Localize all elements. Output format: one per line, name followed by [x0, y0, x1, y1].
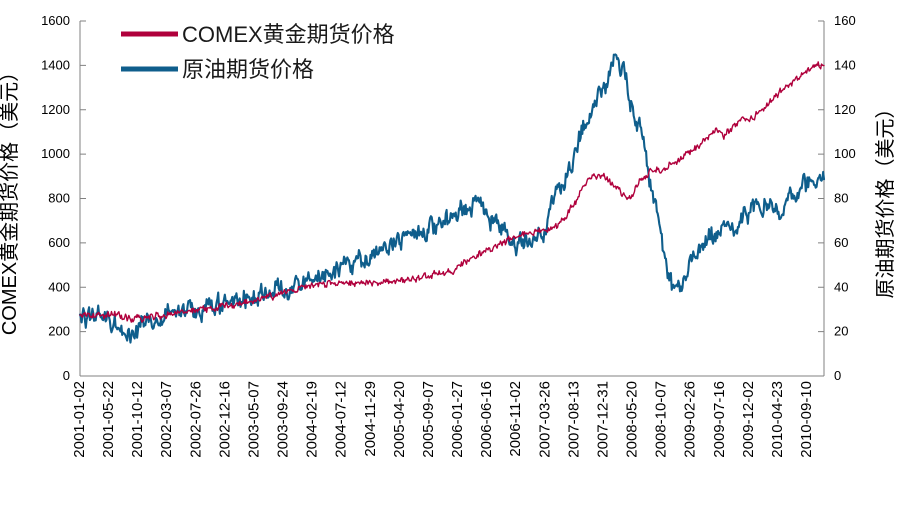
- svg-text:20: 20: [834, 324, 848, 339]
- svg-text:600: 600: [48, 235, 70, 250]
- svg-text:2001-10-12: 2001-10-12: [129, 381, 146, 458]
- svg-text:40: 40: [834, 279, 848, 294]
- svg-text:2010-09-10: 2010-09-10: [798, 381, 815, 458]
- svg-text:1400: 1400: [41, 57, 70, 72]
- svg-text:0: 0: [834, 368, 841, 383]
- svg-text:80: 80: [834, 191, 848, 206]
- svg-text:COMEX黄金期货价格（美元）: COMEX黄金期货价格（美元）: [0, 62, 21, 335]
- svg-text:原油期货价格（美元）: 原油期货价格（美元）: [874, 99, 897, 299]
- svg-text:2007-12-31: 2007-12-31: [594, 381, 611, 458]
- svg-text:0: 0: [63, 368, 70, 383]
- svg-text:1600: 1600: [41, 13, 70, 28]
- svg-text:100: 100: [834, 146, 856, 161]
- svg-text:2002-07-26: 2002-07-26: [187, 381, 204, 458]
- svg-text:2001-05-22: 2001-05-22: [100, 381, 117, 458]
- svg-text:2004-02-19: 2004-02-19: [304, 381, 321, 458]
- svg-text:2008-05-20: 2008-05-20: [624, 381, 641, 458]
- svg-text:2007-03-26: 2007-03-26: [536, 381, 553, 458]
- svg-text:2008-10-07: 2008-10-07: [653, 381, 670, 458]
- svg-text:1000: 1000: [41, 146, 70, 161]
- svg-text:400: 400: [48, 279, 70, 294]
- svg-text:140: 140: [834, 57, 856, 72]
- svg-text:200: 200: [48, 324, 70, 339]
- svg-text:160: 160: [834, 13, 856, 28]
- svg-text:2002-12-16: 2002-12-16: [216, 381, 233, 458]
- svg-text:2006-01-27: 2006-01-27: [449, 381, 466, 458]
- svg-text:60: 60: [834, 235, 848, 250]
- svg-text:2006-11-02: 2006-11-02: [507, 381, 524, 457]
- svg-text:2006-06-16: 2006-06-16: [478, 381, 495, 458]
- svg-text:原油期货价格: 原油期货价格: [182, 57, 314, 82]
- svg-text:2004-11-29: 2004-11-29: [362, 381, 379, 457]
- svg-text:2004-07-12: 2004-07-12: [333, 381, 350, 458]
- svg-text:2009-12-02: 2009-12-02: [740, 381, 757, 458]
- svg-text:2005-09-07: 2005-09-07: [420, 381, 437, 458]
- svg-text:2010-04-23: 2010-04-23: [769, 381, 786, 458]
- svg-text:120: 120: [834, 102, 856, 117]
- svg-text:2009-07-16: 2009-07-16: [711, 381, 728, 458]
- svg-text:800: 800: [48, 191, 70, 206]
- svg-text:2002-03-07: 2002-03-07: [158, 381, 175, 458]
- svg-text:1200: 1200: [41, 102, 70, 117]
- svg-text:2005-04-20: 2005-04-20: [391, 381, 408, 458]
- svg-text:2009-02-26: 2009-02-26: [682, 381, 699, 458]
- svg-text:COMEX黄金期货价格: COMEX黄金期货价格: [182, 22, 395, 47]
- svg-text:2003-05-07: 2003-05-07: [245, 381, 262, 458]
- svg-text:2001-01-02: 2001-01-02: [71, 381, 88, 458]
- svg-text:2003-09-24: 2003-09-24: [275, 381, 292, 458]
- svg-text:2007-08-13: 2007-08-13: [565, 381, 582, 458]
